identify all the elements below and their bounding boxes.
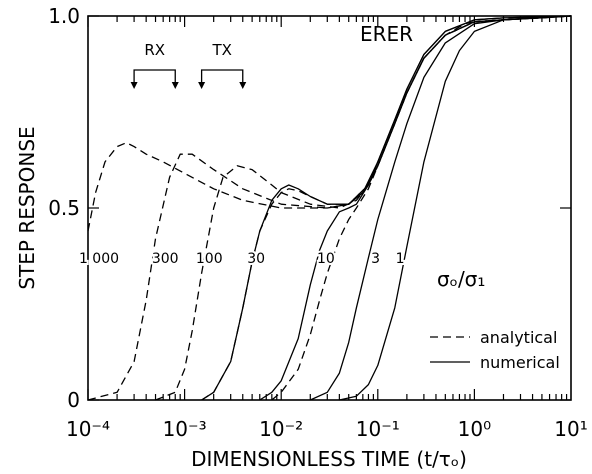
group-label-tx: TX <box>211 41 231 59</box>
group-arrow-left <box>130 82 138 89</box>
curve-label: 3 <box>371 251 380 267</box>
curve-label: 10 <box>317 251 335 267</box>
curve-label: 100 <box>196 251 223 267</box>
y-tick-label: 0.5 <box>48 196 80 220</box>
x-tick-label: 10⁰ <box>458 417 491 441</box>
y-axis-title: STEP RESPONSE <box>15 126 39 289</box>
x-tick-label: 10⁻¹ <box>356 417 400 441</box>
group-arrow-right <box>239 82 247 89</box>
x-tick-label: 10⁻² <box>259 417 303 441</box>
series-layer <box>87 15 572 401</box>
x-tick-label: 10⁻³ <box>163 417 207 441</box>
x-tick-label: 10⁻⁴ <box>66 417 110 441</box>
chart-title: ERER <box>360 22 413 46</box>
group-markers: RX TX <box>130 41 247 89</box>
series-curve-10-solid <box>259 15 572 401</box>
curve-label: 300 <box>152 251 179 267</box>
legend-label-analytical: analytical <box>480 328 557 347</box>
group-bracket-tx <box>200 69 244 84</box>
group-arrow-left <box>198 82 206 89</box>
series-curve-3-solid <box>310 15 572 401</box>
group-bracket-rx <box>133 69 176 84</box>
curve-label: 1 <box>396 251 405 267</box>
group-arrow-right <box>171 82 179 89</box>
curve-labels: 1 000 300 100 30 10 3 1 <box>77 249 407 269</box>
x-tick-labels: 10⁻⁴ 10⁻³ 10⁻² 10⁻¹ 10⁰ 10¹ <box>66 417 588 441</box>
legend: analytical numerical <box>430 328 560 372</box>
series-curve-10-dashed <box>271 15 572 401</box>
tick-layer <box>87 15 571 401</box>
legend-label-numerical: numerical <box>480 353 560 372</box>
group-label-rx: RX <box>144 41 165 59</box>
x-axis-title: DIMENSIONLESS TIME (t/τₒ) <box>191 447 467 471</box>
parameter-label: σₒ/σ₁ <box>437 267 485 291</box>
y-tick-label: 0 <box>67 388 80 412</box>
curve-label: 1 000 <box>79 251 119 267</box>
y-tick-label: 1.0 <box>48 4 80 28</box>
curve-label: 30 <box>247 251 265 267</box>
x-tick-label: 10¹ <box>554 417 587 441</box>
y-tick-labels: 0 0.5 1.0 <box>48 4 80 412</box>
series-curve-1000-dashed <box>87 15 572 232</box>
